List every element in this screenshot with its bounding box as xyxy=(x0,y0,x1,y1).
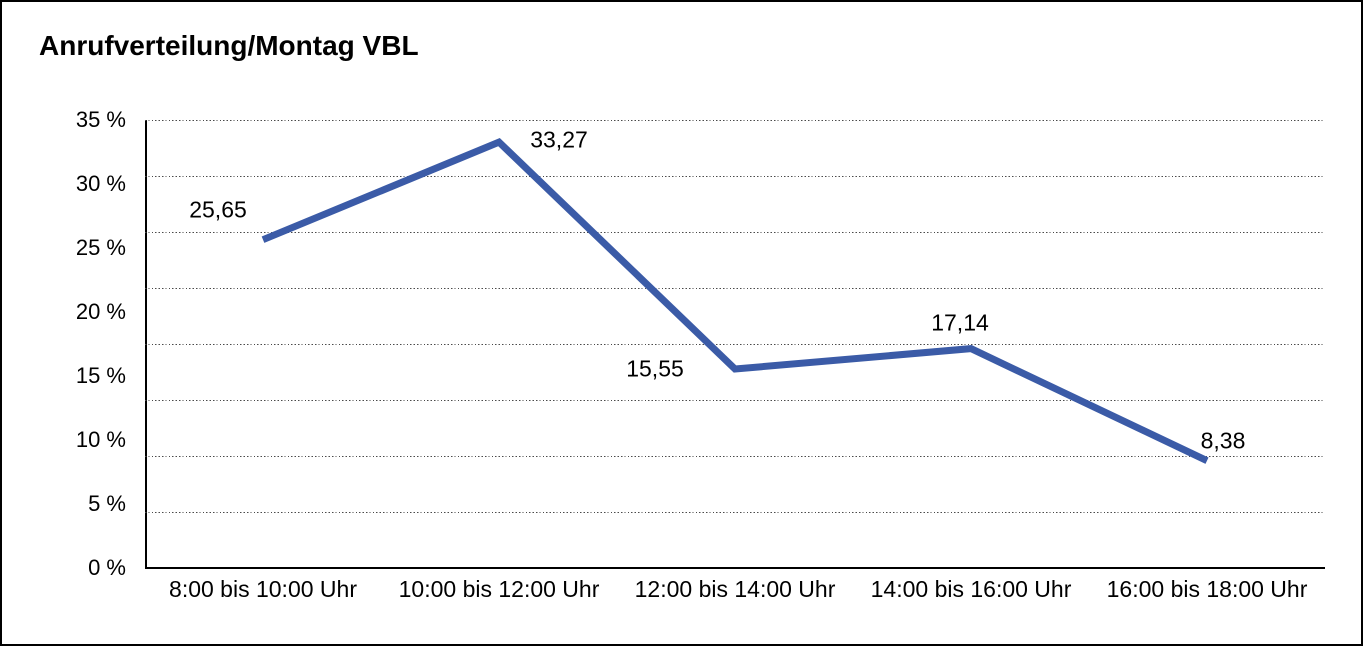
gridline xyxy=(145,456,1325,458)
gridline xyxy=(145,288,1325,290)
chart-title: Anrufverteilung/Montag VBL xyxy=(39,30,419,61)
data-point-label: 8,38 xyxy=(1200,427,1246,454)
data-point-label: 17,14 xyxy=(931,309,989,336)
y-axis-label: 35 % xyxy=(75,107,126,132)
x-axis-line xyxy=(145,567,1325,569)
x-axis-label: 14:00 bis 16:00 Uhr xyxy=(870,576,1072,602)
gridline xyxy=(145,512,1325,514)
data-point-label: 33,27 xyxy=(530,126,588,153)
y-axis-label: 10 % xyxy=(75,427,126,452)
x-axis-label: 12:00 bis 14:00 Uhr xyxy=(634,576,836,602)
gridline xyxy=(145,176,1325,178)
gridline xyxy=(145,400,1325,402)
y-axis-label: 30 % xyxy=(75,171,126,196)
gridline xyxy=(145,120,1325,122)
gridline xyxy=(145,344,1325,346)
plot-area xyxy=(145,120,1325,569)
y-axis-label: 20 % xyxy=(75,299,126,324)
x-axis-label: 10:00 bis 12:00 Uhr xyxy=(398,576,600,602)
gridline xyxy=(145,232,1325,234)
x-axis-label: 16:00 bis 18:00 Uhr xyxy=(1106,576,1308,602)
y-axis-label: 0 % xyxy=(88,555,126,580)
data-point-label: 25,65 xyxy=(189,196,247,223)
y-axis-label: 15 % xyxy=(75,363,126,388)
y-axis-label: 5 % xyxy=(88,491,126,516)
y-axis-label: 25 % xyxy=(75,235,126,260)
x-axis-label: 8:00 bis 10:00 Uhr xyxy=(169,576,357,602)
data-point-label: 15,55 xyxy=(626,355,684,382)
